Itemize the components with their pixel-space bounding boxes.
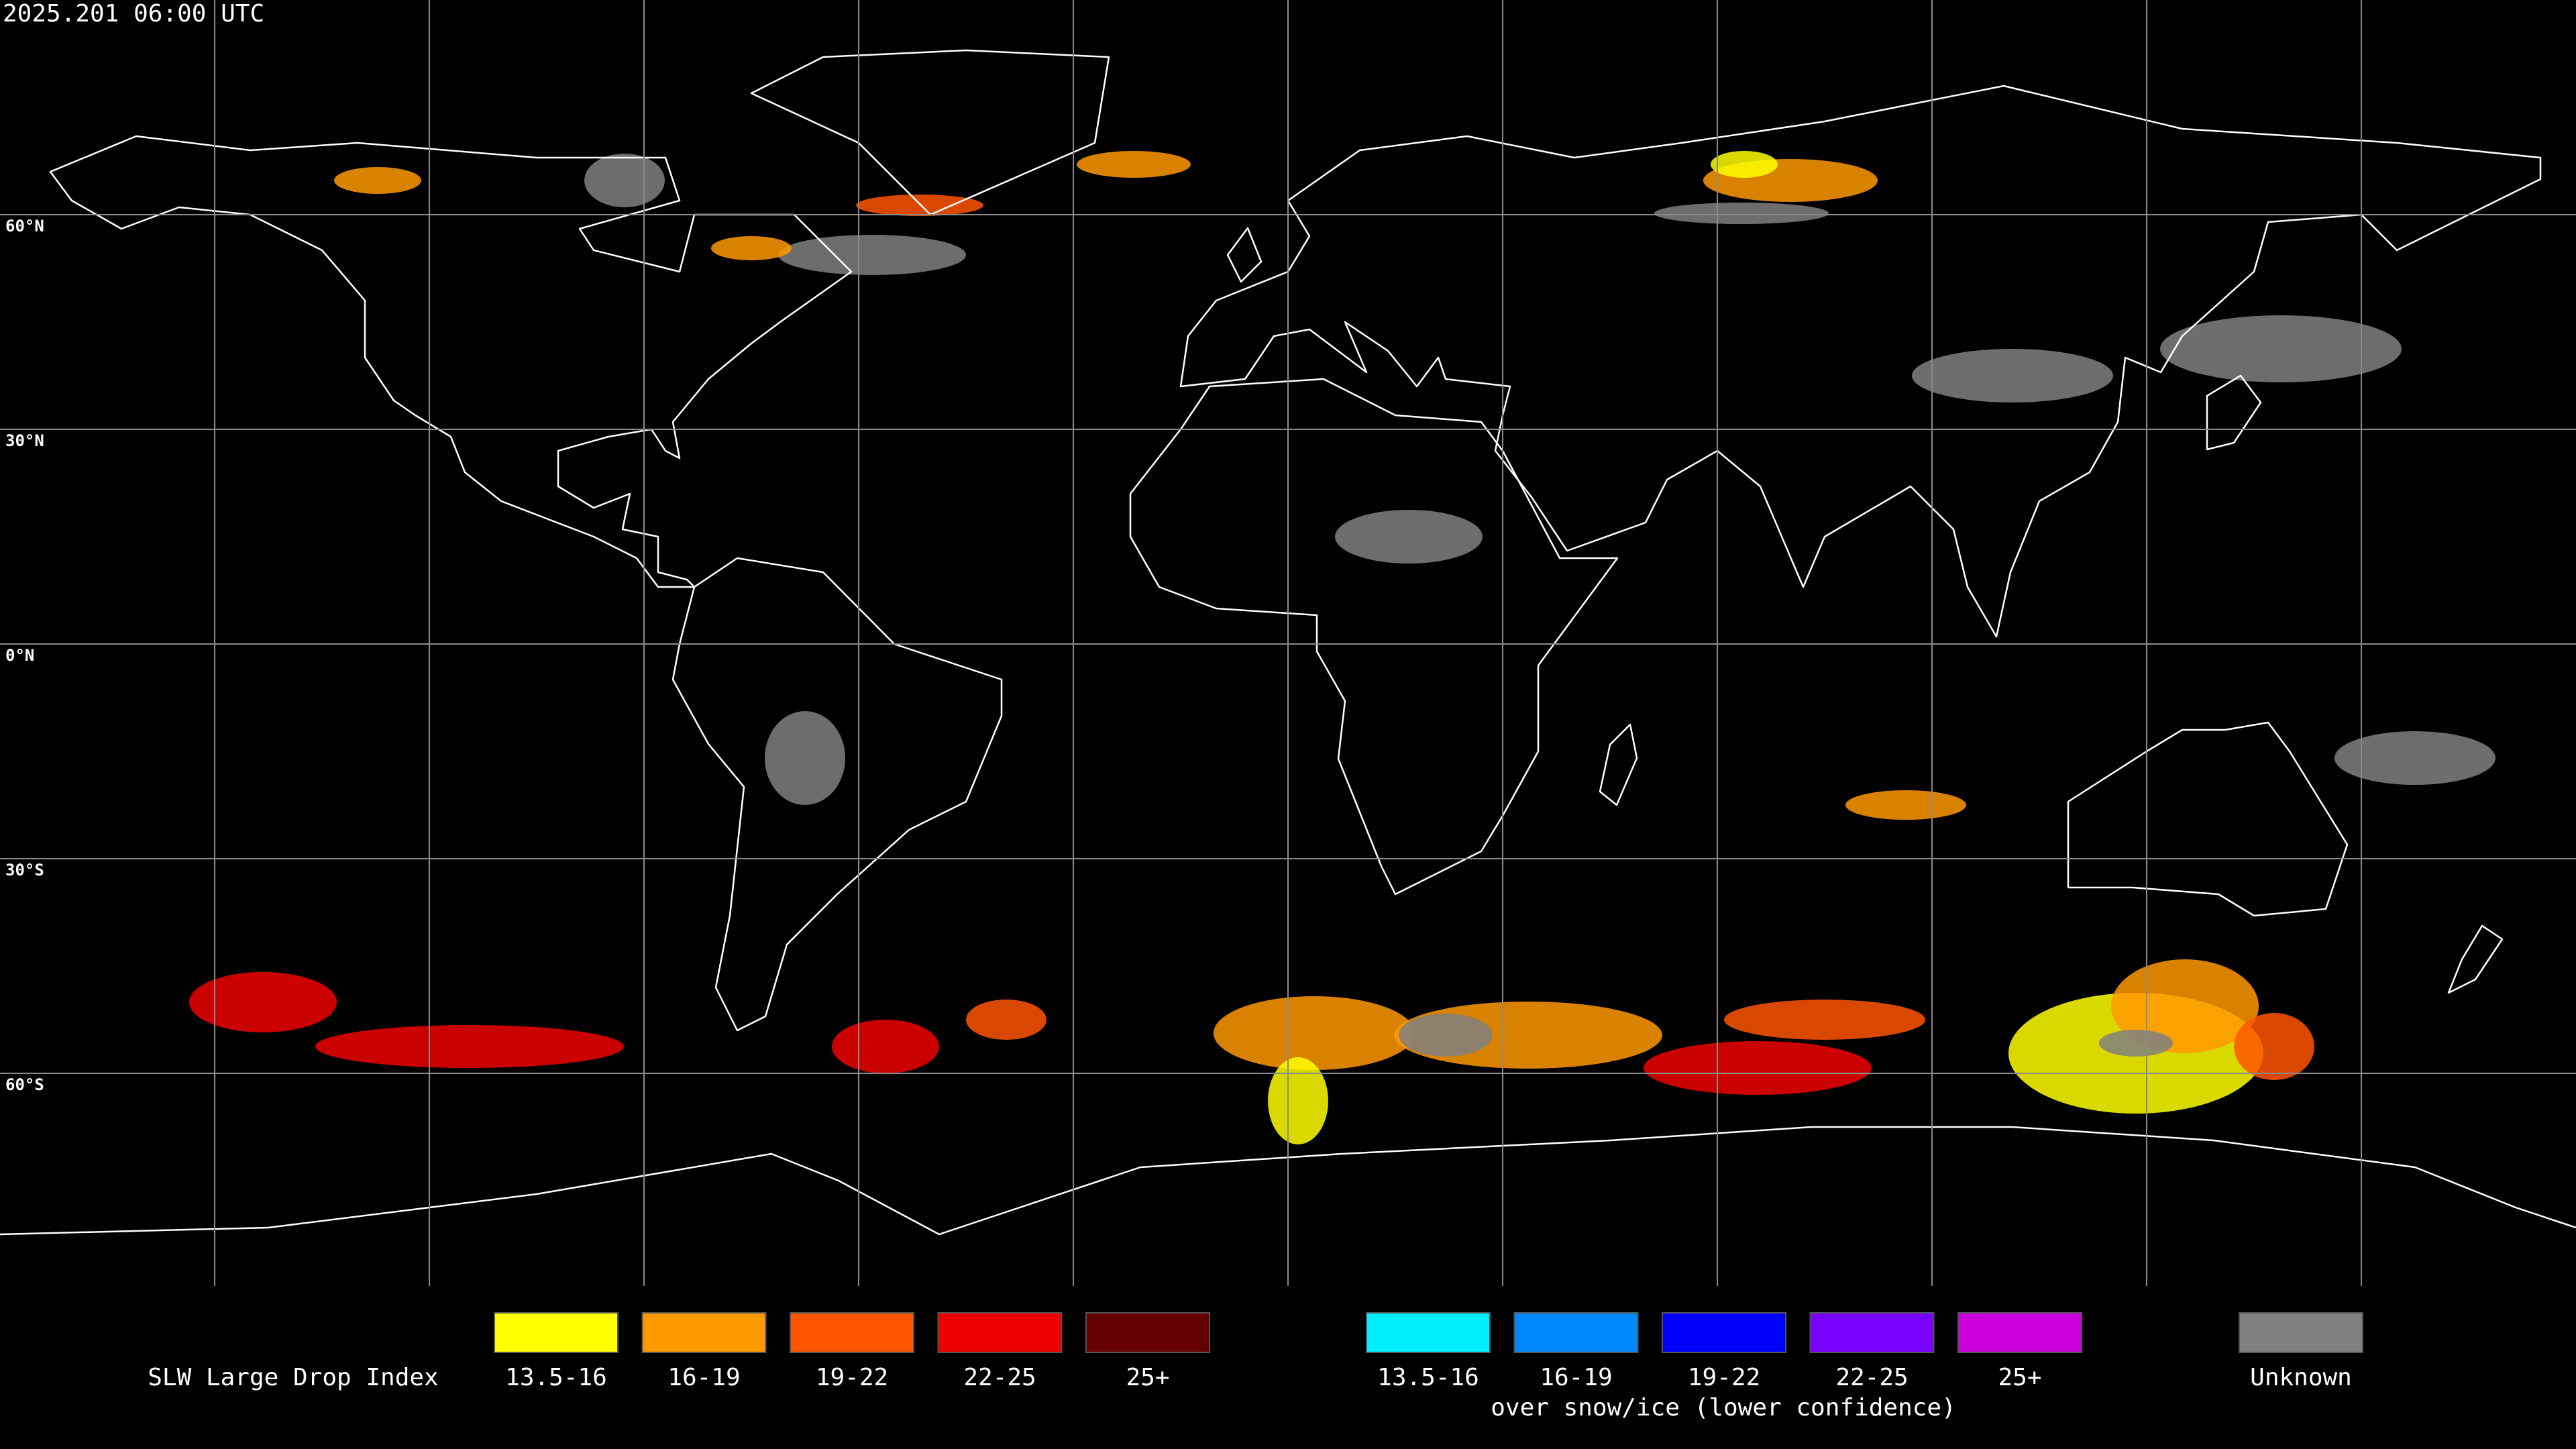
unknown-area (1335, 510, 1483, 564)
timestamp: 2025.201 06:00 UTC (3, 0, 264, 28)
legend-swatch (937, 1312, 1063, 1353)
coastline (2447, 924, 2504, 994)
coastline (1226, 227, 1263, 283)
drop-area (1845, 790, 1966, 820)
latitude-label: 0°N (5, 646, 34, 665)
legend-swatch (1957, 1312, 2082, 1353)
latitude-label: 30°S (5, 861, 44, 879)
drop-area (1214, 996, 1415, 1070)
drop-area (1724, 1000, 1925, 1040)
legend-label: 13.5-16 (505, 1364, 607, 1391)
legend-swatch (1662, 1312, 1786, 1353)
legend-label: 16-19 (1540, 1364, 1612, 1391)
legend-swatch (2239, 1312, 2363, 1353)
legend-swatch (641, 1312, 767, 1353)
drop-area (334, 167, 421, 194)
coastline (750, 49, 1110, 216)
legend-label: 25+ (1126, 1364, 1169, 1391)
latitude-label: 60°S (5, 1075, 44, 1094)
unknown-area (2334, 731, 2496, 785)
unknown-area (765, 711, 845, 805)
latitude-label: 30°N (5, 431, 44, 450)
drop-area (315, 1025, 624, 1068)
legend-title: SLW Large Drop Index (148, 1364, 438, 1391)
drop-area (1268, 1057, 1328, 1144)
coastline (2067, 721, 2349, 917)
legend-label: 19-22 (816, 1364, 888, 1391)
coastline (0, 1126, 2576, 1236)
legend-caption: over snow/ice (lower confidence) (1491, 1394, 1956, 1421)
unknown-area (1399, 1014, 1493, 1057)
legend-swatch (1809, 1312, 1935, 1353)
coastlines (0, 49, 2576, 1236)
coastline (1599, 723, 1638, 806)
drop-area (966, 1000, 1046, 1040)
drop-area (2111, 959, 2259, 1053)
legend-swatch (1513, 1312, 1639, 1353)
latitude-label: 60°N (5, 217, 44, 235)
unknown-area (778, 235, 966, 275)
unknown-area (1654, 203, 1829, 224)
unknown-area (584, 154, 665, 207)
legend-label: 16-19 (667, 1364, 740, 1391)
coastline (1179, 85, 2542, 638)
drop-area (1711, 151, 1778, 178)
legend-swatch (790, 1312, 914, 1353)
legend-swatch (1085, 1312, 1210, 1353)
drop-area (832, 1020, 939, 1073)
legend-label: 13.5-16 (1377, 1364, 1479, 1391)
drop-area (1077, 151, 1191, 178)
legend-swatch (494, 1312, 619, 1353)
coastline (49, 135, 853, 588)
graticule: 60°N 30°N 0°N 30°S 60°S (0, 0, 2576, 1286)
legend-swatch (1366, 1312, 1491, 1353)
unknown-area (2099, 1030, 2173, 1057)
unknown-area (1912, 349, 2113, 402)
legend-label: 22-25 (1835, 1364, 1908, 1391)
coastline (1129, 378, 1619, 896)
drop-area (2234, 1013, 2314, 1080)
legend-label: 22-25 (963, 1364, 1036, 1391)
legend: SLW Large Drop Index over snow/ice (lowe… (148, 1312, 2363, 1421)
drop-area (1644, 1041, 1872, 1095)
drop-area (856, 195, 983, 216)
drop-area (189, 972, 337, 1032)
legend-label: Unknown (2250, 1364, 2352, 1391)
coastline (2206, 374, 2262, 451)
unknown-area (2160, 315, 2402, 382)
drop-area (711, 236, 792, 260)
legend-label: 19-22 (1688, 1364, 1760, 1391)
cloud-field (189, 151, 2496, 1144)
legend-label: 25+ (1998, 1364, 2041, 1391)
